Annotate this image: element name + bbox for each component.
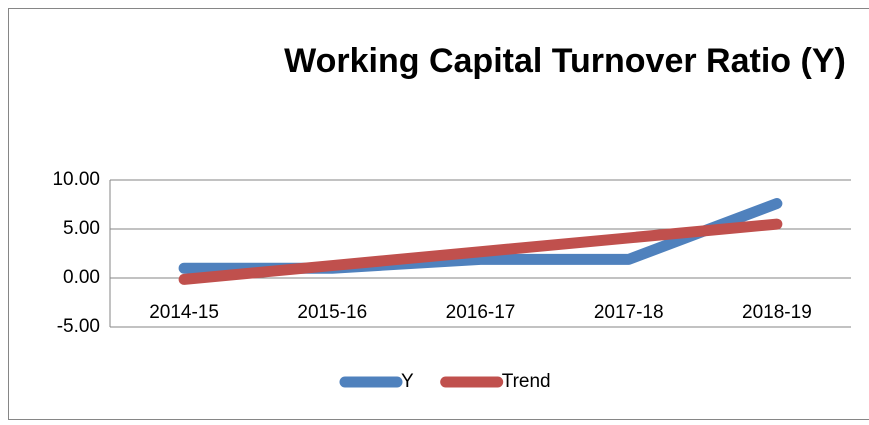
chart-border [8,8,869,420]
x-tick-label: 2015-16 [297,302,367,323]
y-tick-label: 0.00 [63,267,100,288]
x-tick-label: 2017-18 [594,302,664,323]
y-tick-label: 10.00 [52,169,100,190]
legend-label: Y [401,371,414,392]
legend-label: Trend [502,371,551,392]
y-tick-label: -5.00 [57,316,100,337]
x-tick-label: 2014-15 [149,302,219,323]
x-tick-label: 2016-17 [446,302,516,323]
series-line [178,218,783,285]
y-tick-label: 5.00 [63,218,100,239]
x-tick-label: 2018-19 [742,302,812,323]
chart-title: Working Capital Turnover Ratio (Y) [284,42,846,80]
